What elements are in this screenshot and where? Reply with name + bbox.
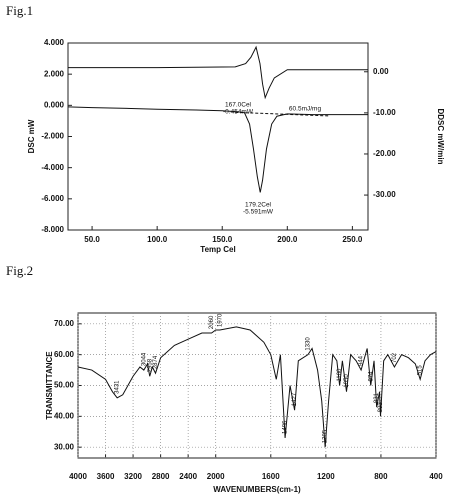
- peak-label: 2958: [147, 358, 153, 372]
- peak-label: 2060: [209, 315, 215, 329]
- y-tick-label: 50.00: [54, 381, 75, 390]
- y-tick-label: 4.000: [44, 38, 65, 47]
- line-series: [67, 106, 368, 193]
- line-series: [235, 111, 329, 117]
- peak-label: 702: [392, 352, 398, 363]
- x-tick-label: 200.0: [277, 235, 298, 244]
- y-tick-label: 70.00: [54, 319, 75, 328]
- y-tick-label: 0.000: [44, 100, 65, 109]
- peak-label: 3431: [115, 380, 121, 394]
- y-tick-label: 40.00: [54, 411, 75, 420]
- y-axis-title: DSC mW: [27, 119, 36, 153]
- x-tick-label: 4000: [69, 472, 87, 481]
- y2-tick-label: -20.00: [373, 149, 396, 158]
- x-tick-label: 1200: [317, 472, 335, 481]
- y2-axis-title: DDSC mW/min: [436, 109, 445, 165]
- line-series: [68, 45, 368, 100]
- peak-label: 1496: [283, 420, 289, 434]
- x-tick-label: 800: [374, 472, 388, 481]
- y-tick-label: 60.00: [54, 350, 75, 359]
- x-tick-label: 150.0: [212, 235, 233, 244]
- figure-label: Fig.2: [6, 263, 33, 278]
- y-tick-label: -8.000: [41, 225, 64, 234]
- figure-label: Fig.1: [6, 3, 33, 18]
- y2-tick-label: -30.00: [373, 190, 396, 199]
- x-tick-label: 100.0: [147, 235, 168, 244]
- y-tick-label: 2.000: [44, 69, 65, 78]
- x-tick-label: 2400: [179, 472, 197, 481]
- peak-label: 2874: [153, 355, 159, 369]
- annotation: 167.0Cel: [225, 102, 252, 109]
- annotation: -5.591mW: [243, 209, 274, 216]
- y2-tick-label: -10.00: [373, 108, 396, 117]
- x-tick-label: 2800: [152, 472, 170, 481]
- plot-frame: [67, 42, 369, 231]
- peak-label: 831: [374, 392, 380, 403]
- peak-label: 1970: [217, 313, 223, 327]
- peak-label: 1427: [292, 392, 298, 406]
- y-tick-label: -2.000: [41, 132, 64, 141]
- annotation: 179.2Cel: [245, 202, 272, 209]
- annotation: -0.454mW: [223, 109, 254, 116]
- peak-label: 944: [359, 355, 365, 366]
- peak-label: 874: [368, 371, 374, 382]
- y2-tick-label: 0.00: [373, 67, 389, 76]
- x-tick-label: 50.0: [84, 235, 100, 244]
- x-tick-label: 3200: [124, 472, 142, 481]
- y-tick-label: -4.000: [41, 163, 64, 172]
- peak-label: 1330: [306, 337, 312, 351]
- peak-label: 515: [418, 365, 424, 376]
- x-tick-label: 3600: [97, 472, 115, 481]
- peak-label: 3044: [141, 352, 147, 366]
- annotation: 60.5mJ/mg: [289, 106, 322, 113]
- peak-label: 1100: [337, 368, 343, 382]
- y-axis-title: TRANSMITTANCE: [45, 351, 54, 420]
- x-tick-label: 1600: [262, 472, 280, 481]
- x-axis-title: Temp Cel: [200, 245, 235, 254]
- y-tick-label: 30.00: [54, 442, 75, 451]
- peak-label: 1050: [344, 374, 350, 388]
- peak-label: 803: [378, 402, 384, 413]
- x-tick-label: 2000: [207, 472, 225, 481]
- line-series: [77, 326, 437, 448]
- x-tick-label: 250.0: [342, 235, 363, 244]
- peak-label: 1205: [323, 429, 329, 443]
- x-tick-label: 400: [429, 472, 443, 481]
- y-tick-label: -6.000: [41, 194, 64, 203]
- x-axis-title: WAVENUMBERS(cm-1): [213, 485, 301, 494]
